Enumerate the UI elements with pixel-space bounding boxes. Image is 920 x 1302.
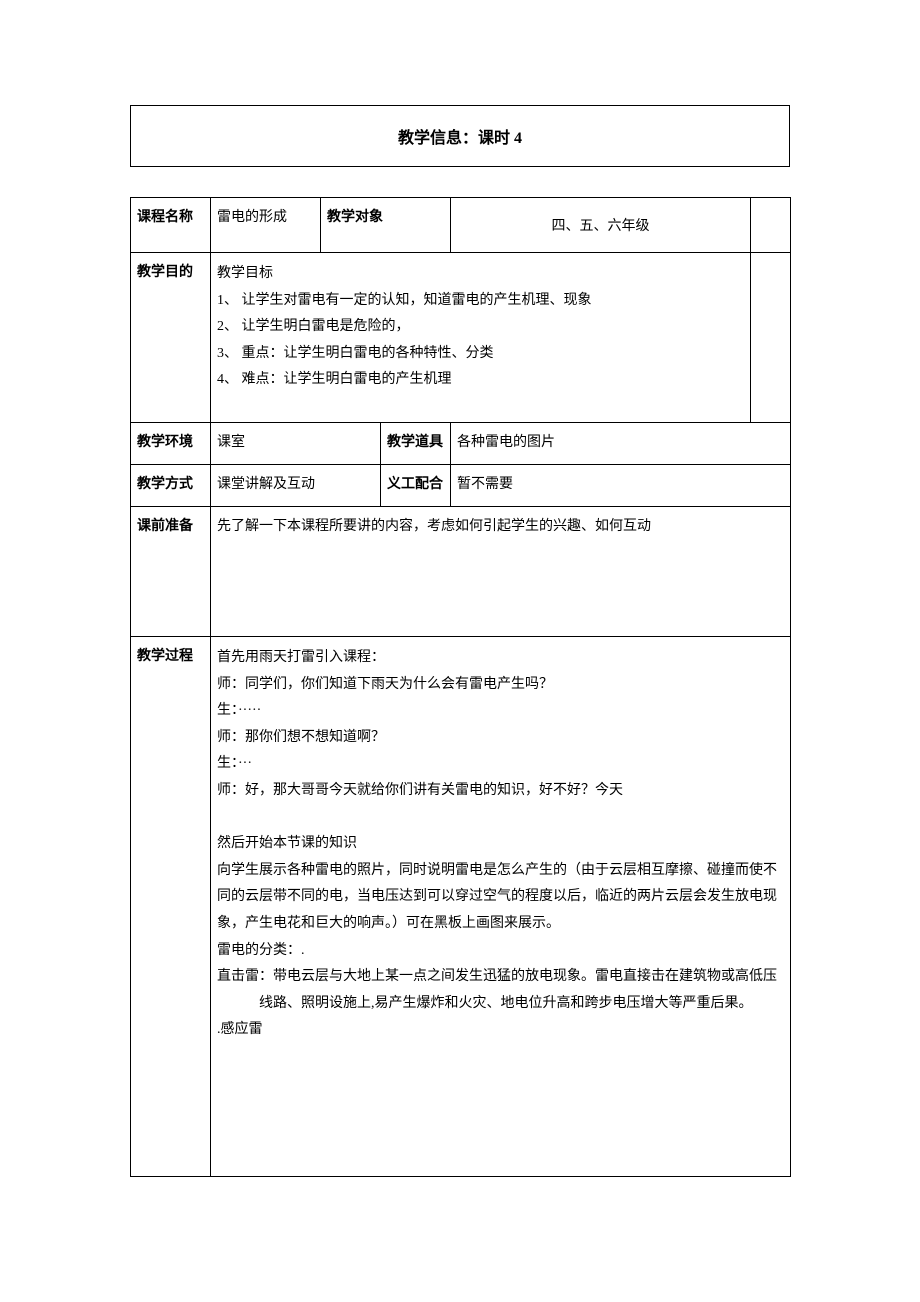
table-row: 教学环境 课室 教学道具 各种雷电的图片	[131, 423, 791, 465]
empty-cell	[751, 198, 791, 253]
value-pre-class: 先了解一下本课程所要讲的内容，考虑如何引起学生的兴趣、如何互动	[211, 507, 791, 637]
label-course-name: 课程名称	[131, 198, 211, 253]
label-volunteer: 义工配合	[381, 465, 451, 507]
process-line: 然后开始本节课的知识	[217, 831, 784, 858]
table-row: 课程名称 雷电的形成 教学对象 四、五、六年级	[131, 198, 791, 253]
label-teaching-target: 教学对象	[321, 198, 451, 253]
value-teaching-props: 各种雷电的图片	[451, 423, 791, 465]
label-teaching-props: 教学道具	[381, 423, 451, 465]
objective-heading: 教学目标	[217, 261, 744, 288]
empty-cell	[751, 253, 791, 423]
process-line: 生：·····	[217, 698, 784, 725]
objective-item: 3、 重点：让学生明白雷电的各种特性、分类	[217, 341, 744, 368]
value-teaching-env: 课室	[211, 423, 381, 465]
value-course-name: 雷电的形成	[211, 198, 321, 253]
label-teaching-goal: 教学目的	[131, 253, 211, 423]
objective-item: 1、 让学生对雷电有一定的认知，知道雷电的产生机理、现象	[217, 288, 744, 315]
label-pre-class: 课前准备	[131, 507, 211, 637]
page-title: 教学信息：课时 4	[130, 105, 790, 167]
table-row: 教学过程 首先用雨天打雷引入课程： 师：同学们，你们知道下雨天为什么会有雷电产生…	[131, 637, 791, 1177]
process-line: 师：那你们想不想知道啊？	[217, 725, 784, 752]
process-line	[217, 805, 784, 832]
table-row: 教学方式 课堂讲解及互动 义工配合 暂不需要	[131, 465, 791, 507]
process-line: 直击雷：带电云层与大地上某一点之间发生迅猛的放电现象。雷电直接击在建筑物或高低压…	[217, 964, 784, 1017]
value-process: 首先用雨天打雷引入课程： 师：同学们，你们知道下雨天为什么会有雷电产生吗？ 生：…	[211, 637, 791, 1177]
lesson-info-table: 课程名称 雷电的形成 教学对象 四、五、六年级 教学目的 教学目标 1、 让学生…	[130, 197, 791, 1177]
label-process: 教学过程	[131, 637, 211, 1177]
label-teaching-env: 教学环境	[131, 423, 211, 465]
process-line: 生：···	[217, 751, 784, 778]
value-volunteer: 暂不需要	[451, 465, 791, 507]
table-row: 教学目的 教学目标 1、 让学生对雷电有一定的认知，知道雷电的产生机理、现象 2…	[131, 253, 791, 423]
process-line: .感应雷	[217, 1017, 784, 1044]
process-line: 师：同学们，你们知道下雨天为什么会有雷电产生吗？	[217, 672, 784, 699]
process-line: 师：好，那大哥哥今天就给你们讲有关雷电的知识，好不好？今天	[217, 778, 784, 805]
table-row: 课前准备 先了解一下本课程所要讲的内容，考虑如何引起学生的兴趣、如何互动	[131, 507, 791, 637]
process-line: 向学生展示各种雷电的照片，同时说明雷电是怎么产生的（由于云层相互摩擦、碰撞而使不…	[217, 858, 784, 938]
objective-item: 2、 让学生明白雷电是危险的，	[217, 314, 744, 341]
value-teaching-goal: 教学目标 1、 让学生对雷电有一定的认知，知道雷电的产生机理、现象 2、 让学生…	[211, 253, 751, 423]
process-line: 首先用雨天打雷引入课程：	[217, 645, 784, 672]
label-teaching-method: 教学方式	[131, 465, 211, 507]
objective-item: 4、 难点：让学生明白雷电的产生机理	[217, 367, 744, 394]
process-line: 雷电的分类：.	[217, 938, 784, 965]
value-teaching-method: 课堂讲解及互动	[211, 465, 381, 507]
value-teaching-target: 四、五、六年级	[451, 198, 751, 253]
